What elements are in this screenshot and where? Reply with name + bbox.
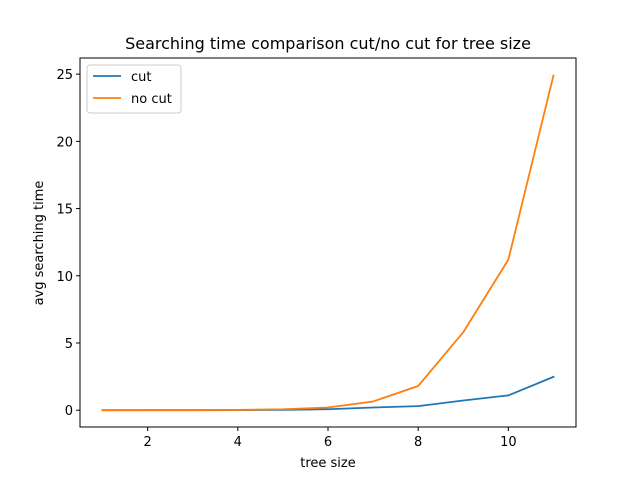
y-tick-label: 0 bbox=[65, 404, 73, 419]
legend: cut no cut bbox=[86, 64, 182, 114]
x-tick-label: 8 bbox=[414, 435, 422, 450]
y-tick-label: 25 bbox=[56, 68, 73, 83]
x-axis-label: tree size bbox=[300, 456, 356, 471]
plot-area: 2 4 6 8 10 0 5 10 15 20 25 bbox=[56, 57, 577, 450]
y-tick-label: 10 bbox=[56, 270, 73, 285]
series-line-no-cut bbox=[101, 74, 555, 412]
legend-label: cut bbox=[131, 70, 151, 85]
y-tick-label: 5 bbox=[65, 337, 73, 352]
x-tick-label: 4 bbox=[234, 435, 242, 450]
chart-title: Searching time comparison cut/no cut for… bbox=[125, 34, 531, 53]
y-tick-label: 20 bbox=[56, 135, 73, 150]
x-tick-label: 2 bbox=[143, 435, 151, 450]
legend-box bbox=[86, 64, 182, 114]
y-axis-label: avg searching time bbox=[32, 181, 47, 306]
x-tick-label: 6 bbox=[324, 435, 332, 450]
x-tick-label: 10 bbox=[500, 435, 517, 450]
y-tick-label: 15 bbox=[56, 203, 73, 218]
legend-label: no cut bbox=[131, 92, 172, 107]
